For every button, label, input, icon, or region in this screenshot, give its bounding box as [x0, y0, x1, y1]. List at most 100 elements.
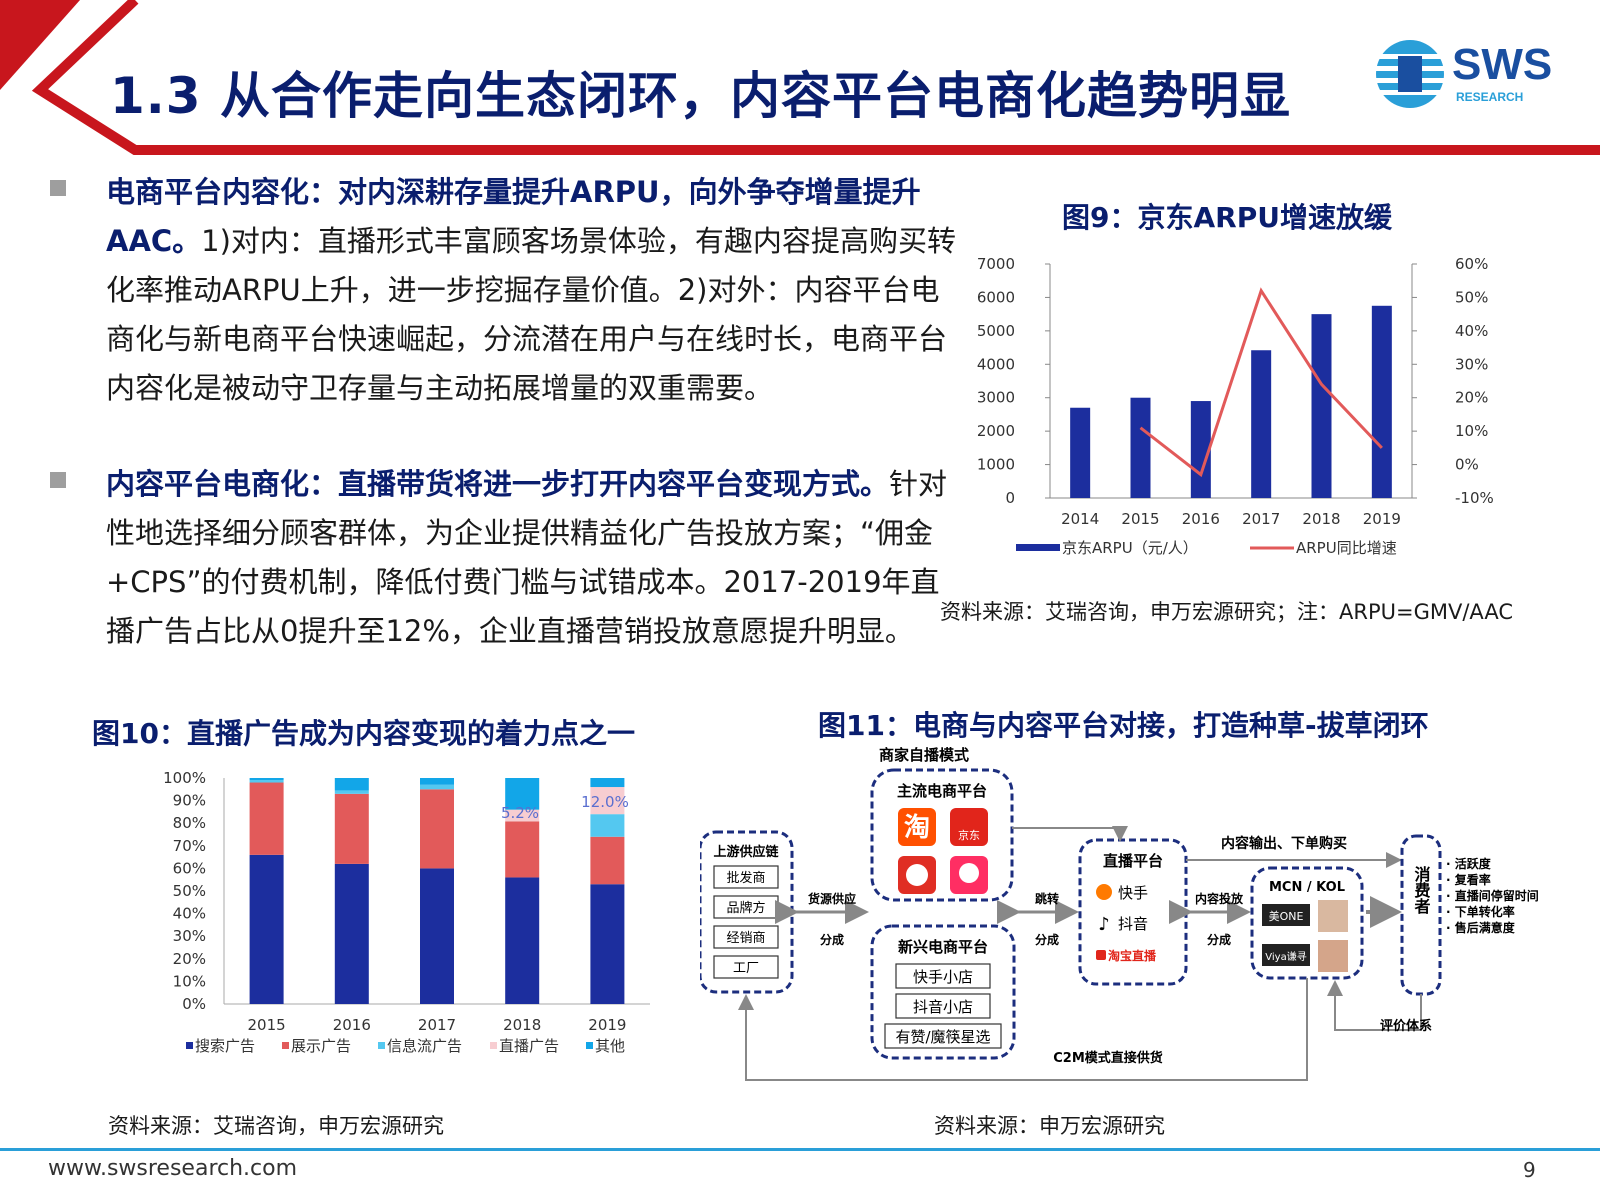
sws-logo: SWS RESEARCH — [1372, 40, 1572, 112]
consumer-label: 消费者 — [1412, 865, 1432, 915]
fig9-right-tick: 50% — [1455, 288, 1488, 306]
upstream-item: 批发商 — [726, 870, 765, 886]
fig10-legend-label: 直播广告 — [499, 1037, 559, 1055]
fig10-bar-segment — [249, 854, 284, 1004]
douyin-icon: ♪ — [1098, 914, 1110, 935]
emerging-item-box — [884, 1023, 1002, 1049]
bullet-paragraph: 内容平台电商化：直播带货将进一步打开内容平台变现方式。针对性地选择细分顾客群体，… — [106, 460, 968, 656]
fig10-bar-segment — [249, 780, 284, 783]
fig10-bar-segment — [590, 787, 625, 815]
fig10-legend-label: 搜索广告 — [195, 1037, 255, 1055]
fig10-bar-segment — [334, 790, 369, 794]
consumer-metric: · 下单转化率 — [1446, 904, 1515, 919]
share1-label: 分成 — [820, 932, 844, 947]
footer-url: www.swsresearch.com — [48, 1156, 298, 1181]
taobao-glyph: 淘 — [904, 813, 930, 843]
bullet-heading: 内容平台电商化：直播带货将进一步打开内容平台变现方式。 — [106, 467, 890, 501]
share3-label: 分成 — [1207, 932, 1231, 947]
fig9-bar — [1311, 314, 1332, 498]
fig9-bar — [1251, 350, 1272, 498]
fig10-source: 资料来源：艾瑞咨询，申万宏源研究 — [108, 1114, 444, 1138]
fig9-right-tick: -10% — [1455, 489, 1494, 507]
header-decoration — [0, 0, 1600, 155]
fig10-bar-segment — [505, 877, 540, 1004]
fig9-right-tick: 10% — [1455, 422, 1488, 440]
taobao-live-icon — [1096, 950, 1106, 960]
bullet-body: 针对性地选择细分顾客群体，为企业提供精益化广告投放方案；“佣金+CPS”的付费机… — [106, 467, 948, 648]
fig10-bar-segment — [334, 778, 369, 791]
fig9-bar — [1070, 407, 1091, 498]
fig10-x-label: 2018 — [503, 1016, 541, 1034]
mainstream-platform-box — [870, 768, 1014, 902]
fig9-growth-line — [1139, 287, 1383, 478]
c2m-label: C2M模式直接供货 — [1053, 1050, 1163, 1066]
fig10-y-tick: 20% — [173, 950, 206, 968]
sws-globe-icon — [1376, 40, 1444, 108]
fig10-bar-segment — [420, 784, 454, 790]
fig9-x-label: 2015 — [1121, 510, 1159, 528]
kuaishou-icon — [1096, 884, 1112, 900]
fig10-title: 图10：直播广告成为内容变现的着力点之一 — [92, 717, 635, 750]
content-put-label: 内容投放 — [1195, 891, 1244, 906]
mainstream-platform-label: 主流电商平台 — [897, 782, 987, 800]
bullet-body: 1)对内：直播形式丰富顾客场景体验，有趣内容提高购买转化率推动ARPU上升，进一… — [106, 224, 956, 405]
consumer-metric: · 售后满意度 — [1446, 920, 1516, 935]
fig9-left-tick: 1000 — [977, 456, 1015, 474]
kuaishou-label: 快手 — [1118, 884, 1148, 902]
consumer-metric: · 直播间停留时间 — [1446, 888, 1539, 903]
emerging-item: 抖音小店 — [913, 998, 973, 1016]
fig9-left-tick: 6000 — [977, 288, 1015, 306]
fig10-chart: 100% 90% 80% 70% 60% 50% 40% 30% 20% 10% 0% 2015 20… — [163, 769, 650, 1055]
footer-divider — [0, 1148, 1600, 1151]
page-number: 9 — [1523, 1158, 1536, 1182]
fig9-x-label: 2019 — [1363, 510, 1401, 528]
taobao-icon — [898, 808, 936, 846]
bullet-square-icon — [50, 180, 66, 196]
fig10-x-label: 2015 — [248, 1016, 286, 1034]
emerging-platform-label: 新兴电商平台 — [898, 938, 988, 956]
consumer-box — [1400, 834, 1442, 996]
fig10-y-tick: 50% — [173, 882, 206, 900]
fig9-left-tick: 5000 — [977, 322, 1015, 340]
upstream-item: 经销商 — [726, 931, 765, 946]
kol-avatar-1 — [1318, 900, 1348, 932]
live-platform-label: 直播平台 — [1103, 852, 1163, 870]
fig10-bar-segment — [334, 793, 369, 864]
fig10-x-label: 2016 — [333, 1016, 371, 1034]
fig9-right-tick: 30% — [1455, 355, 1488, 373]
fig10-bar-segment — [420, 868, 454, 1004]
fig9-left-tick: 0 — [1005, 489, 1015, 507]
fig9-left-tick: 4000 — [977, 355, 1015, 373]
mcn-logo-meione — [1262, 904, 1310, 926]
emerging-item-box — [895, 993, 991, 1019]
fig9-legend-line-label: ARPU同比增速 — [1296, 539, 1397, 557]
upstream-item-box — [713, 955, 779, 979]
fig10-bar-segment — [505, 778, 540, 810]
fig9-title: 图9：京东ARPU增速放缓 — [1062, 201, 1392, 234]
fig10-bar-segment — [334, 863, 369, 1004]
merchant-mode-label: 商家自播模式 — [879, 746, 969, 764]
fig10-y-tick: 90% — [173, 792, 206, 810]
fig10-label-live-2019: 12.0% — [581, 793, 629, 811]
fig10-legend-swatch — [186, 1042, 193, 1049]
upstream-item: 品牌方 — [726, 900, 765, 916]
fig10-bar-segment — [420, 778, 454, 785]
fig10-bar-segment — [249, 778, 284, 781]
fig9-left-tick: 2000 — [977, 422, 1015, 440]
logo-text: SWS — [1452, 40, 1553, 89]
fig10-label-live-2018: 5.2% — [501, 804, 539, 822]
fig11-title: 图11：电商与内容平台对接，打造种草-拔草闭环 — [818, 709, 1429, 742]
bullet-paragraph: 电商平台内容化：对内深耕存量提升ARPU，向外争夺增量提升AAC。1)对内：直播… — [106, 168, 968, 413]
fig10-legend-swatch — [586, 1042, 593, 1049]
fig9-x-label: 2017 — [1242, 510, 1280, 528]
fig9-right-tick: 20% — [1455, 389, 1488, 407]
fig9-right-tick: 60% — [1455, 255, 1488, 273]
fig11-source: 资料来源：申万宏源研究 — [934, 1114, 1165, 1138]
bullet-square-icon — [50, 472, 66, 488]
fig10-legend-swatch — [490, 1042, 497, 1049]
jump-label: 跳转 — [1035, 891, 1059, 906]
fig9-left-tick: 7000 — [977, 255, 1015, 273]
kol-avatar-2 — [1318, 940, 1348, 972]
fig9-legend-bar-label: 京东ARPU（元/人） — [1062, 539, 1198, 557]
